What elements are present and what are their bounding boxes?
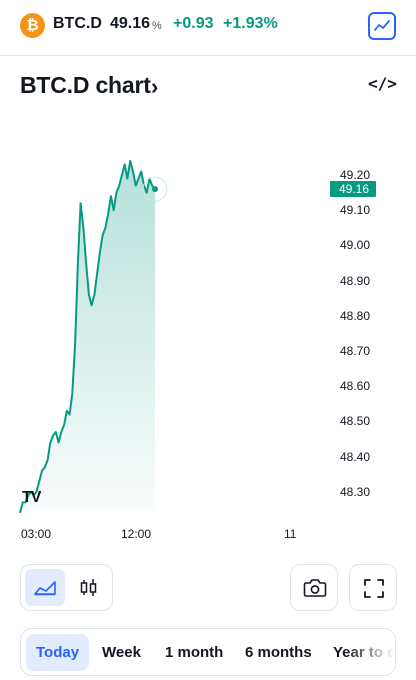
ticker-unit: % — [152, 20, 162, 32]
bitcoin-logo-icon: ₿ — [20, 13, 45, 38]
chart-type-toggle — [20, 564, 113, 611]
area-chart-icon — [34, 581, 56, 596]
y-tick-label: 49.00 — [340, 238, 371, 253]
y-tick-label: 48.70 — [340, 344, 371, 358]
range-6-months[interactable]: 6 months — [245, 644, 312, 661]
embed-code-button[interactable]: </> — [368, 74, 397, 93]
header-divider — [0, 55, 416, 56]
ticker-header: ₿ BTC.D 49.16 % +0.93 +1.93% — [0, 0, 416, 52]
time-range-selector: Today Week 1 month 6 months Year to date — [20, 628, 396, 676]
range-1-month[interactable]: 1 month — [165, 644, 224, 661]
last-price-tag: 49.16 — [330, 181, 376, 197]
area-chart-button[interactable] — [25, 569, 65, 606]
y-tick-label: 48.40 — [340, 449, 371, 464]
candles-chart-button[interactable] — [69, 569, 109, 606]
page-title[interactable]: BTC.D chart — [20, 72, 151, 98]
last-point-halo — [142, 176, 168, 202]
y-tick-label: 48.50 — [340, 414, 371, 429]
fullscreen-button[interactable] — [349, 564, 397, 611]
fullscreen-icon — [364, 579, 384, 598]
price-chart[interactable] — [0, 125, 416, 545]
ticker-symbol: BTC.D — [53, 15, 102, 32]
line-chart-icon — [374, 20, 390, 31]
range-week[interactable]: Week — [102, 644, 141, 661]
y-tick-label: 48.90 — [340, 273, 371, 288]
screenshot-button[interactable] — [290, 564, 338, 611]
y-tick-label: 49.10 — [340, 203, 371, 218]
chevron-right-icon[interactable]: › — [151, 74, 159, 99]
chart-toggle-button[interactable] — [368, 12, 396, 40]
last-point-marker — [152, 186, 158, 193]
ticker-change: +0.93 — [173, 15, 214, 32]
series-line — [19, 159, 156, 514]
x-tick-label: 11 — [284, 527, 297, 541]
y-tick-label: 48.60 — [340, 379, 371, 394]
ticker-change-percent: +1.93% — [223, 15, 278, 32]
range-today[interactable]: Today — [26, 634, 90, 671]
x-tick-label: 03:00 — [21, 527, 52, 541]
tradingview-logo: TV — [22, 489, 41, 506]
y-tick-label: 48.80 — [340, 308, 371, 323]
y-tick-label: 48.30 — [340, 484, 371, 499]
y-tick-label: 49.20 — [340, 168, 371, 182]
x-tick-label: 12:00 — [121, 527, 152, 541]
scroll-fade — [345, 629, 395, 675]
series-area-fill — [20, 160, 155, 513]
candles-icon — [80, 579, 97, 596]
camera-icon — [303, 579, 327, 597]
ticker-price: 49.16 — [110, 15, 151, 32]
